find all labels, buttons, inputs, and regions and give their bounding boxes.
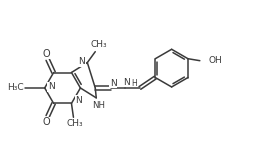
Text: H: H (131, 80, 137, 88)
Text: N: N (110, 79, 117, 87)
Text: NH: NH (92, 101, 105, 110)
Text: O: O (43, 117, 51, 127)
Text: N: N (48, 83, 54, 91)
Text: N: N (124, 78, 130, 86)
Text: N: N (78, 57, 85, 66)
Text: H₃C: H₃C (7, 83, 24, 92)
Text: N: N (75, 96, 82, 105)
Text: CH₃: CH₃ (91, 40, 107, 49)
Text: CH₃: CH₃ (66, 119, 83, 128)
Text: O: O (43, 49, 51, 59)
Text: OH: OH (209, 56, 223, 65)
